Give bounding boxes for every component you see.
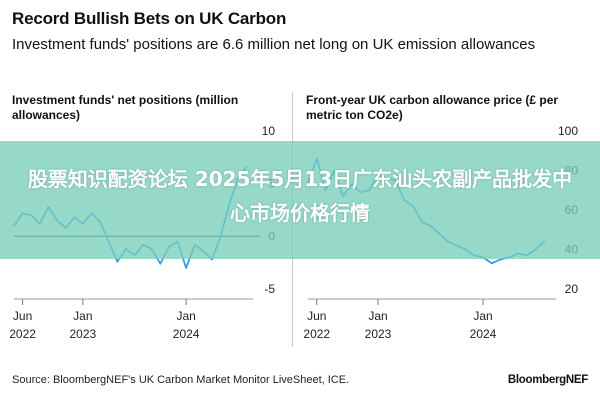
data-point bbox=[185, 267, 188, 269]
page-subtitle: Investment funds' positions are 6.6 mill… bbox=[12, 36, 536, 53]
y-tick-label: 100 bbox=[558, 124, 578, 138]
y-tick-label: 10 bbox=[262, 124, 276, 138]
x-tick-label: 2022 bbox=[303, 327, 330, 341]
data-point bbox=[211, 258, 213, 261]
x-tick-label: 2024 bbox=[173, 327, 200, 341]
y-tick-label: -5 bbox=[264, 282, 275, 296]
watermark-text: 股票知识配资论坛 2025年5月13日广东汕头农副产品批发中心市场价格行情 bbox=[27, 167, 573, 225]
brand-logo: BloombergNEF bbox=[507, 374, 588, 386]
watermark-banner bbox=[0, 141, 600, 259]
x-tick-label: Jan bbox=[368, 309, 387, 323]
x-tick-label: Jun bbox=[13, 309, 32, 323]
x-tick-label: Jan bbox=[473, 309, 492, 323]
x-tick-label: Jan bbox=[176, 309, 195, 323]
x-tick-label: 2023 bbox=[70, 327, 97, 341]
y-tick-label: 20 bbox=[565, 282, 579, 296]
left-chart-title: Investment funds' net positions (million… bbox=[12, 93, 239, 122]
data-point bbox=[490, 262, 493, 265]
page-title: Record Bullish Bets on UK Carbon bbox=[12, 9, 287, 28]
x-tick-label: 2022 bbox=[9, 327, 36, 341]
x-tick-label: 2024 bbox=[470, 327, 497, 341]
data-point bbox=[116, 260, 119, 263]
x-tick-label: Jan bbox=[73, 309, 92, 323]
source-note: Source: BloombergNEF's UK Carbon Market … bbox=[12, 374, 350, 386]
right-chart-title: Front-year UK carbon allowance price (£ … bbox=[306, 93, 559, 122]
x-tick-label: 2023 bbox=[365, 327, 392, 341]
data-point bbox=[159, 262, 162, 265]
x-tick-label: Jun bbox=[307, 309, 326, 323]
